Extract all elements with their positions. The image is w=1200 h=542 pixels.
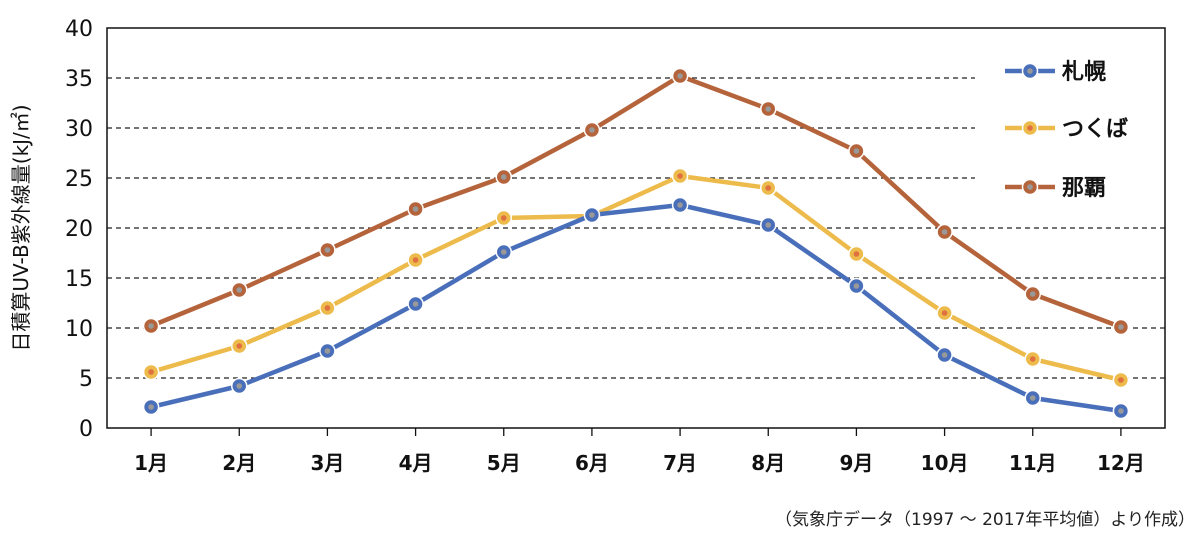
source-note: （気象庁データ（1997 ～ 2017年平均値）より作成）: [775, 509, 1195, 530]
data-point-center: [148, 404, 154, 410]
series-line: [150, 73, 1122, 330]
series-line: [150, 173, 1122, 383]
legend-label: つくば: [1062, 117, 1128, 142]
data-series: [142, 67, 1130, 420]
x-tick-label: 11月: [1009, 451, 1057, 475]
y-tick-label: 5: [79, 367, 93, 392]
data-point-center: [500, 215, 507, 221]
y-tick-label: 10: [65, 317, 93, 342]
data-point-center: [765, 222, 772, 228]
data-point-center: [148, 369, 154, 375]
x-tick-label: 7月: [663, 451, 697, 475]
x-tick-label: 1月: [134, 451, 168, 475]
legend-label: 那覇: [1062, 176, 1106, 201]
data-point-center: [324, 305, 331, 311]
data-point-center: [1029, 395, 1036, 401]
tick-labels: 0 5 10 15 20 25 30 35 40 1月 2月 3月 4月 5月 6月 7月 8月 9月 10月 11月…: [65, 17, 1145, 475]
data-point-center: [236, 287, 243, 293]
x-tick-label: 8月: [751, 451, 785, 475]
data-point-center: [412, 301, 419, 307]
legend-label: 札幌: [1061, 60, 1106, 85]
data-point-center: [500, 174, 507, 180]
data-point-center: [677, 173, 683, 179]
plot-area-border: [106, 27, 1166, 429]
data-point-center: [765, 185, 772, 191]
y-tick-label: 15: [65, 267, 93, 292]
series-0: [142, 196, 1130, 420]
data-point-center: [853, 283, 860, 289]
grid-lines: [107, 77, 1165, 379]
y-tick-label: 20: [65, 217, 93, 242]
data-point-center: [941, 352, 948, 358]
x-tick-label: 2月: [222, 451, 256, 475]
data-point-center: [765, 106, 772, 112]
y-axis-label: 日積算UV-B紫外線量(kJ/㎡): [9, 104, 33, 351]
x-tick-label: 5月: [487, 451, 521, 475]
data-point-center: [677, 202, 683, 208]
data-point-center: [148, 323, 154, 329]
x-tick-label: 12月: [1097, 451, 1145, 475]
data-point-center: [500, 249, 507, 255]
data-point-center: [412, 206, 419, 212]
data-point-center: [677, 73, 683, 79]
series-2: [142, 67, 1130, 336]
data-point-center: [941, 310, 948, 316]
y-tick-label: 35: [65, 67, 93, 92]
data-point-center: [853, 148, 860, 154]
data-point-center: [236, 383, 243, 389]
x-tick-label: 10月: [921, 451, 969, 475]
data-point-center: [589, 212, 595, 218]
x-tick-label: 9月: [839, 451, 873, 475]
data-point-center: [589, 127, 595, 133]
series-line: [150, 202, 1122, 414]
data-point-center: [853, 251, 860, 257]
legend-marker-center: [1027, 125, 1033, 131]
y-tick-label: 40: [65, 17, 93, 42]
data-point-center: [941, 229, 948, 235]
legend-marker-center: [1027, 184, 1033, 190]
data-point-center: [412, 257, 419, 263]
y-tick-label: 30: [65, 117, 93, 142]
legend-marker-center: [1027, 68, 1033, 74]
data-point-center: [324, 348, 331, 354]
x-tick-label: 3月: [310, 451, 344, 475]
x-tick-label: 4月: [399, 451, 433, 475]
data-point-center: [236, 343, 243, 349]
data-point-center: [1118, 408, 1124, 414]
x-tick-label: 6月: [575, 451, 609, 475]
data-point-center: [1029, 356, 1036, 362]
y-tick-label: 25: [65, 167, 93, 192]
data-point-center: [324, 247, 331, 253]
data-point-center: [1118, 324, 1124, 330]
data-point-center: [1029, 291, 1036, 297]
y-tick-label: 0: [79, 417, 93, 442]
data-point-center: [1118, 377, 1124, 383]
